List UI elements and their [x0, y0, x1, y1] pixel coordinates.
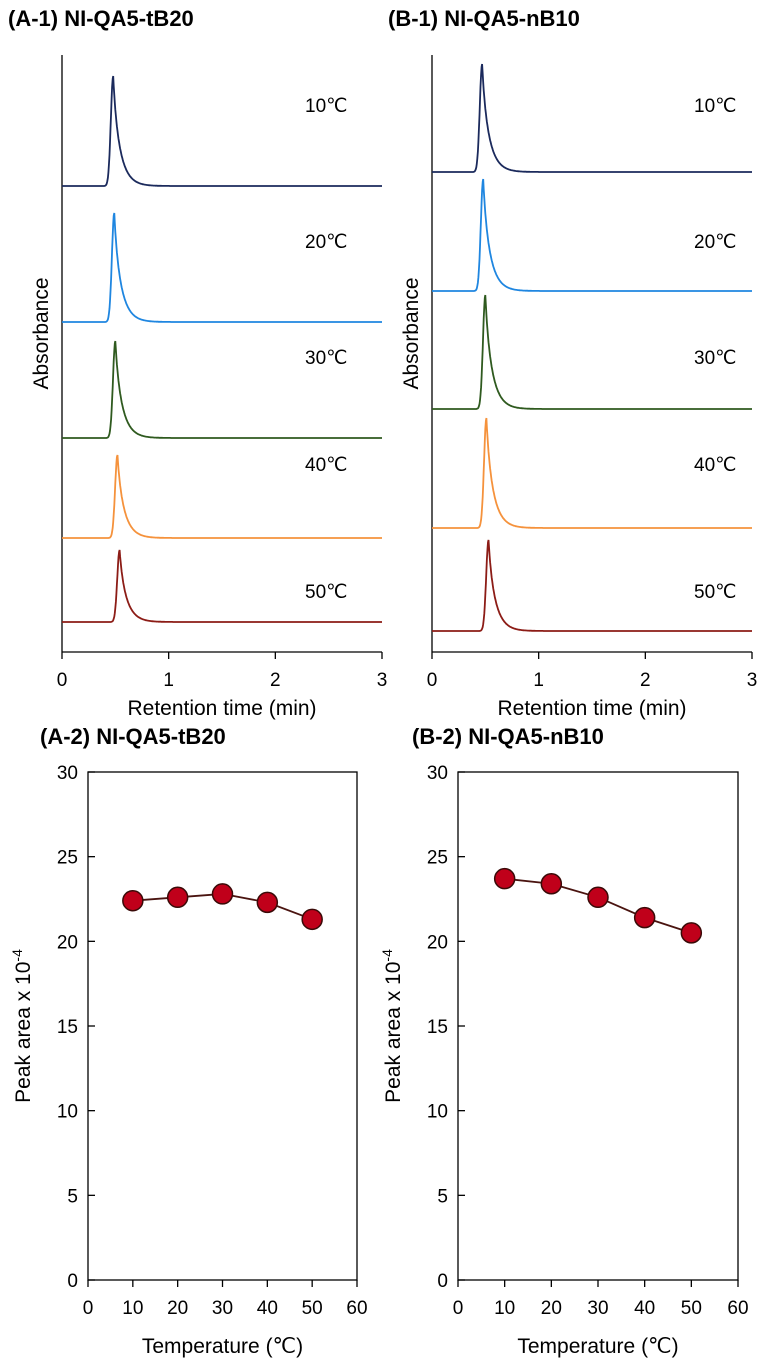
data-point — [540, 873, 563, 895]
chart-title: (B-2) NI-QA5-nB10 — [412, 724, 604, 749]
x-tick-label: 3 — [747, 670, 758, 691]
chart-title: (A-2) NI-QA5-tB20 — [40, 724, 226, 749]
trace-label: 40℃ — [305, 455, 347, 476]
trace-label: 20℃ — [694, 232, 736, 253]
y-tick-label: 10 — [57, 1102, 78, 1123]
chromatogram-trace — [432, 417, 752, 529]
chromatogram-trace — [432, 539, 752, 632]
y-axis-label: Peak area x 10-4 — [9, 949, 35, 1103]
y-tick-label: 20 — [57, 932, 78, 953]
y-axis-label-exponent: -4 — [9, 949, 25, 962]
trace-label: 20℃ — [305, 232, 347, 253]
x-axis-label: Retention time (min) — [127, 697, 316, 720]
chromatogram-trace — [432, 178, 752, 292]
x-tick-label: 10 — [494, 1298, 515, 1319]
y-tick-label: 30 — [427, 763, 448, 784]
data-point — [211, 883, 234, 905]
x-tick-label: 30 — [212, 1298, 233, 1319]
x-axis-label: Temperature (℃) — [142, 1335, 303, 1358]
y-axis-label-exponent: -4 — [379, 949, 395, 962]
data-point — [587, 886, 609, 909]
y-tick-label: 5 — [67, 1186, 78, 1207]
chromatogram-trace — [62, 75, 382, 187]
y-tick-label: 10 — [427, 1102, 448, 1123]
data-point — [256, 891, 279, 914]
data-point — [301, 908, 323, 931]
y-tick-label: 25 — [427, 848, 448, 869]
x-tick-label: 2 — [640, 670, 651, 691]
plot-frame — [457, 771, 739, 1281]
x-tick-label: 0 — [83, 1298, 94, 1319]
y-axis-label-text: Peak area x 10 — [382, 962, 405, 1103]
x-axis-label: Retention time (min) — [497, 697, 686, 720]
y-tick-label: 15 — [57, 1017, 78, 1038]
peak-area-chart-b2: (B-2) NI-QA5-nB10 0 10 20 30 40 50 60 0 5 10 15 20 25… — [379, 724, 749, 1358]
y-axis-label-text: Peak area x 10 — [12, 962, 35, 1103]
y-tick-label: 15 — [427, 1017, 448, 1038]
trace-label: 10℃ — [305, 96, 347, 117]
trace-label: 40℃ — [694, 455, 736, 476]
x-tick-label: 60 — [346, 1298, 367, 1319]
x-tick-label: 20 — [541, 1298, 562, 1319]
y-axis-label: Absorbance — [400, 277, 423, 389]
x-tick-label: 30 — [587, 1298, 608, 1319]
chromatogram-trace — [62, 549, 382, 623]
x-tick-label: 0 — [453, 1298, 464, 1319]
x-tick-label: 50 — [681, 1298, 702, 1319]
chromatogram-trace — [432, 294, 752, 410]
y-tick-label: 20 — [427, 932, 448, 953]
y-tick-label: 5 — [437, 1186, 448, 1207]
y-tick-label: 0 — [437, 1271, 448, 1292]
data-point — [633, 906, 656, 929]
x-tick-label: 10 — [122, 1298, 143, 1319]
x-tick-label: 2 — [270, 670, 281, 691]
chart-title: (A-1) NI-QA5-tB20 — [8, 6, 194, 31]
x-tick-label: 40 — [257, 1298, 278, 1319]
x-tick-label: 1 — [163, 670, 174, 691]
x-tick-label: 1 — [533, 670, 544, 691]
x-tick-label: 50 — [302, 1298, 323, 1319]
data-point — [122, 889, 144, 912]
chart-title: (B-1) NI-QA5-nB10 — [388, 6, 580, 31]
data-point — [493, 867, 516, 890]
trace-label: 10℃ — [694, 96, 736, 117]
x-tick-label: 0 — [57, 670, 68, 691]
trace-label: 50℃ — [694, 582, 736, 603]
x-tick-label: 20 — [167, 1298, 188, 1319]
y-axis-label: Peak area x 10-4 — [379, 949, 405, 1103]
chromatogram-chart-a1: (A-1) NI-QA5-tB20 0 1 2 3 Retention time (min… — [8, 6, 387, 720]
trace-label: 30℃ — [694, 348, 736, 369]
data-point — [166, 886, 189, 909]
chromatogram-trace — [62, 454, 382, 539]
y-axis-label: Absorbance — [30, 277, 53, 389]
chromatogram-chart-b1: (B-1) NI-QA5-nB10 0 1 2 3 Retention time (min… — [388, 6, 757, 720]
y-tick-label: 0 — [67, 1271, 78, 1292]
x-tick-label: 60 — [727, 1298, 748, 1319]
x-tick-label: 0 — [427, 670, 438, 691]
data-point — [680, 922, 703, 944]
trace-label: 50℃ — [305, 582, 347, 603]
plot-frame — [87, 771, 358, 1281]
x-tick-label: 40 — [634, 1298, 655, 1319]
chromatogram-trace — [62, 340, 382, 439]
peak-area-chart-a2: (A-2) NI-QA5-tB20 0 10 20 30 40 50 60 0 5 10 15 20 25… — [9, 724, 368, 1358]
chromatogram-trace — [432, 63, 752, 173]
y-tick-label: 30 — [57, 763, 78, 784]
chromatogram-trace — [62, 212, 382, 323]
y-tick-label: 25 — [57, 848, 78, 869]
x-axis-label: Temperature (℃) — [517, 1335, 678, 1358]
x-tick-label: 3 — [377, 670, 388, 691]
trace-label: 30℃ — [305, 348, 347, 369]
